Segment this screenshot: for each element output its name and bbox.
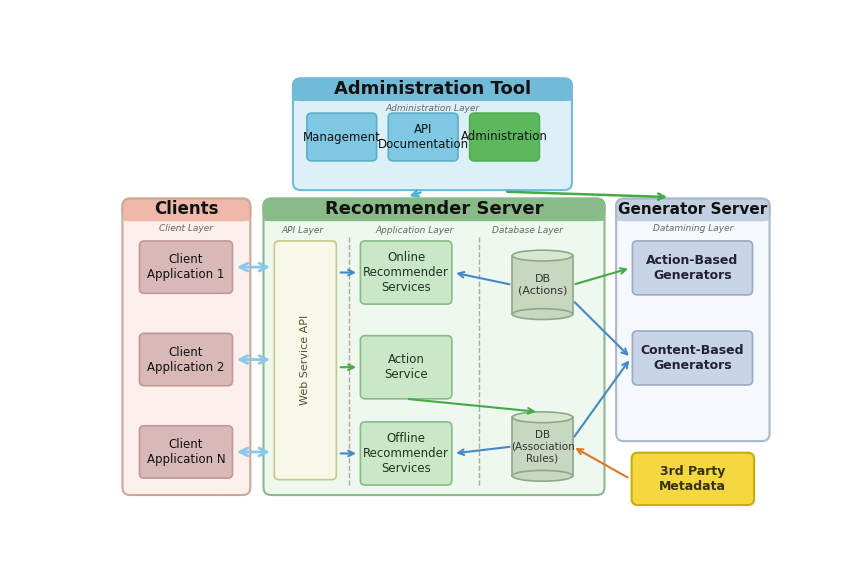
FancyBboxPatch shape [512,256,573,314]
Text: Offline
Recommender
Services: Offline Recommender Services [363,432,449,475]
FancyBboxPatch shape [140,241,233,293]
Text: Online
Recommender
Services: Online Recommender Services [363,251,449,294]
Text: Administration Layer: Administration Layer [385,104,479,113]
FancyBboxPatch shape [293,78,572,100]
FancyBboxPatch shape [632,453,754,505]
Text: Administration Tool: Administration Tool [334,80,531,98]
FancyBboxPatch shape [123,209,250,221]
FancyBboxPatch shape [122,198,250,495]
Text: DB
(Association
Rules): DB (Association Rules) [510,430,575,463]
FancyBboxPatch shape [617,209,769,221]
Text: Action
Service: Action Service [385,353,428,381]
Text: Datamining Layer: Datamining Layer [653,224,733,233]
Text: DB
(Actions): DB (Actions) [518,274,567,295]
Text: 3rd Party
Metadata: 3rd Party Metadata [660,465,727,493]
Ellipse shape [512,309,573,320]
FancyBboxPatch shape [264,209,604,221]
FancyBboxPatch shape [293,78,572,190]
Text: Application Layer: Application Layer [376,226,454,235]
Text: Client
Application 2: Client Application 2 [148,346,225,373]
FancyBboxPatch shape [307,113,377,161]
Text: Web Service API: Web Service API [300,315,311,406]
FancyBboxPatch shape [360,422,452,485]
Text: Generator Server: Generator Server [618,202,767,217]
FancyBboxPatch shape [616,198,770,441]
Text: Action-Based
Generators: Action-Based Generators [647,254,739,282]
Text: API
Documentation: API Documentation [378,123,469,151]
Text: Client
Application N: Client Application N [147,438,226,466]
Text: Client Layer: Client Layer [160,224,214,233]
Ellipse shape [512,412,573,423]
Text: Database Layer: Database Layer [491,226,562,235]
FancyBboxPatch shape [140,334,233,385]
Text: Management: Management [303,130,381,144]
Text: Client
Application 1: Client Application 1 [148,253,225,281]
FancyBboxPatch shape [633,331,753,385]
Text: Content-Based
Generators: Content-Based Generators [641,344,744,372]
FancyBboxPatch shape [293,89,571,101]
Text: Clients: Clients [155,200,219,218]
Ellipse shape [512,250,573,261]
FancyBboxPatch shape [360,336,452,399]
FancyBboxPatch shape [388,113,458,161]
FancyBboxPatch shape [616,198,770,220]
FancyBboxPatch shape [264,198,604,495]
FancyBboxPatch shape [264,198,604,220]
Text: API Layer: API Layer [281,226,323,235]
Text: Administration: Administration [461,130,548,144]
FancyBboxPatch shape [633,241,753,295]
Text: Recommender Server: Recommender Server [325,200,543,218]
FancyBboxPatch shape [360,241,452,304]
FancyBboxPatch shape [122,198,250,220]
FancyBboxPatch shape [470,113,539,161]
FancyBboxPatch shape [140,426,233,478]
Ellipse shape [512,470,573,481]
FancyBboxPatch shape [274,241,337,479]
FancyBboxPatch shape [512,417,573,476]
